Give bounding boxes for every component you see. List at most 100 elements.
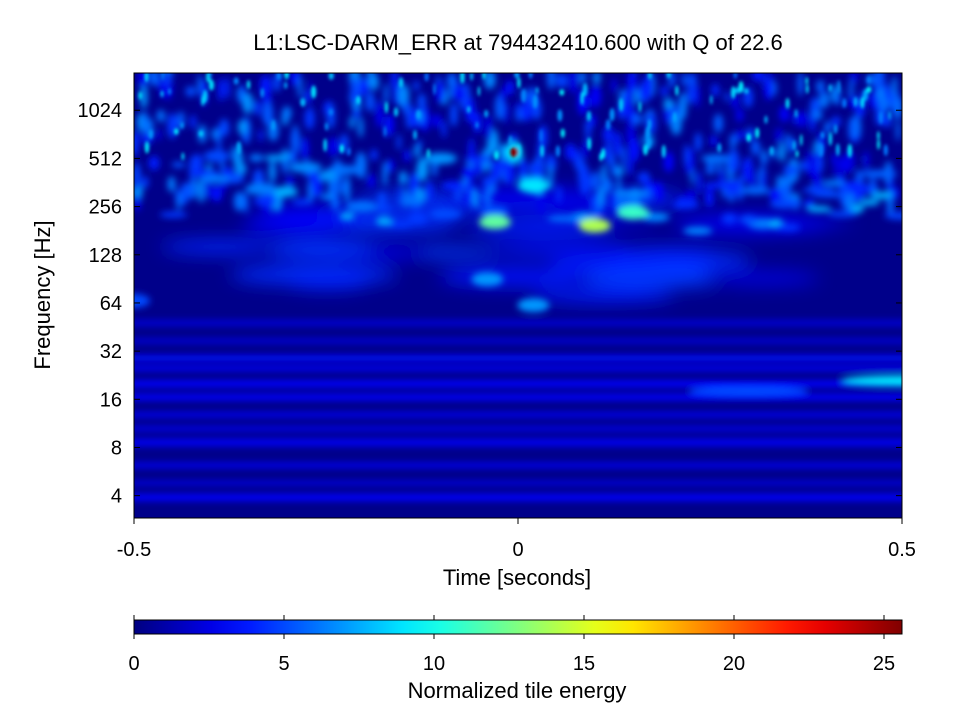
energy-speck bbox=[383, 125, 387, 137]
colorbar-ticks: 0 5 10 15 20 25 bbox=[128, 615, 895, 675]
energy-speck bbox=[611, 78, 617, 93]
energy-speck bbox=[134, 132, 139, 157]
energy-speck bbox=[140, 84, 148, 109]
energy-speck bbox=[424, 152, 458, 165]
energy-speck bbox=[343, 175, 351, 203]
energy-speck bbox=[219, 118, 230, 137]
energy-speck bbox=[464, 155, 492, 162]
energy-band bbox=[134, 462, 902, 469]
energy-speck bbox=[503, 162, 515, 185]
energy-speck bbox=[396, 134, 402, 151]
energy-speck bbox=[386, 113, 395, 136]
energy-speck bbox=[134, 195, 141, 211]
energy-speck bbox=[778, 142, 786, 162]
energy-speck bbox=[424, 73, 429, 82]
energy-blob bbox=[707, 271, 820, 286]
energy-speck bbox=[641, 212, 670, 222]
energy-speck bbox=[171, 161, 186, 168]
energy-speck bbox=[159, 211, 188, 218]
energy-peak bbox=[578, 218, 611, 233]
energy-speck bbox=[297, 74, 303, 99]
energy-speck bbox=[271, 119, 276, 131]
energy-speck bbox=[253, 99, 261, 116]
energy-speck bbox=[262, 101, 274, 126]
energy-speck bbox=[375, 100, 384, 128]
y-axis-label: Frequency [Hz] bbox=[30, 220, 55, 369]
x-tick-label: 0.5 bbox=[888, 539, 916, 561]
energy-speck bbox=[851, 204, 865, 213]
energy-speck bbox=[769, 188, 781, 202]
energy-peak bbox=[478, 215, 511, 230]
energy-speck bbox=[208, 73, 212, 80]
energy-speck bbox=[539, 129, 544, 143]
energy-speck bbox=[869, 176, 876, 197]
energy-speck bbox=[739, 214, 758, 225]
energy-speck bbox=[620, 146, 626, 167]
energy-speck bbox=[637, 171, 651, 184]
energy-speck bbox=[258, 128, 264, 142]
energy-speck bbox=[557, 109, 563, 122]
energy-band bbox=[134, 411, 902, 418]
energy-speck bbox=[351, 75, 357, 104]
colorbar-tick-label: 10 bbox=[423, 653, 445, 675]
energy-speck bbox=[860, 97, 865, 109]
energy-speck bbox=[683, 144, 690, 167]
energy-speck bbox=[236, 85, 245, 103]
energy-speck bbox=[493, 150, 500, 160]
energy-speck bbox=[402, 101, 413, 116]
energy-speck bbox=[473, 161, 484, 176]
energy-speck bbox=[311, 175, 323, 198]
energy-speck bbox=[627, 158, 633, 176]
energy-speck bbox=[366, 73, 374, 88]
energy-speck bbox=[666, 73, 672, 79]
energy-speck bbox=[465, 178, 473, 205]
energy-speck bbox=[831, 116, 841, 128]
energy-speck bbox=[484, 109, 489, 118]
colorbar bbox=[133, 619, 903, 635]
energy-speck bbox=[197, 74, 202, 96]
energy-blob bbox=[241, 216, 354, 234]
energy-speck bbox=[654, 181, 664, 202]
energy-speck bbox=[822, 179, 846, 187]
energy-speck bbox=[134, 162, 141, 190]
energy-speck bbox=[224, 77, 230, 100]
energy-speck bbox=[730, 137, 735, 151]
energy-peak bbox=[842, 375, 902, 386]
x-tick-label: 0 bbox=[512, 539, 523, 561]
energy-peak bbox=[517, 298, 550, 313]
energy-speck bbox=[270, 186, 298, 198]
energy-speck bbox=[482, 185, 493, 207]
energy-speck bbox=[613, 165, 624, 177]
energy-speck bbox=[555, 185, 562, 204]
energy-speck bbox=[156, 128, 161, 141]
energy-speck bbox=[564, 143, 576, 161]
energy-speck bbox=[244, 192, 249, 215]
energy-speck bbox=[260, 87, 265, 98]
energy-speck bbox=[837, 79, 841, 94]
energy-speck bbox=[328, 73, 334, 80]
energy-speck bbox=[584, 96, 591, 109]
energy-speck bbox=[612, 189, 649, 198]
energy-speck bbox=[460, 73, 465, 84]
energy-speck bbox=[163, 73, 171, 86]
energy-speck bbox=[603, 126, 614, 144]
energy-speck bbox=[385, 159, 395, 173]
energy-speck bbox=[441, 120, 447, 138]
energy-speck bbox=[237, 119, 248, 135]
colorbar-tick-label: 0 bbox=[128, 653, 139, 675]
energy-speck bbox=[548, 164, 554, 190]
energy-speck bbox=[427, 148, 430, 159]
energy-speck bbox=[694, 132, 702, 152]
energy-speck bbox=[709, 94, 713, 105]
energy-speck bbox=[149, 73, 160, 86]
energy-speck bbox=[355, 95, 361, 105]
energy-speck bbox=[161, 73, 165, 81]
energy-speck bbox=[489, 160, 515, 169]
energy-speck bbox=[148, 129, 154, 140]
energy-speck bbox=[705, 161, 715, 176]
energy-speck bbox=[811, 109, 823, 121]
energy-speck bbox=[610, 153, 616, 177]
energy-speck bbox=[672, 199, 700, 210]
energy-speck bbox=[775, 223, 801, 232]
energy-speck bbox=[500, 87, 506, 103]
